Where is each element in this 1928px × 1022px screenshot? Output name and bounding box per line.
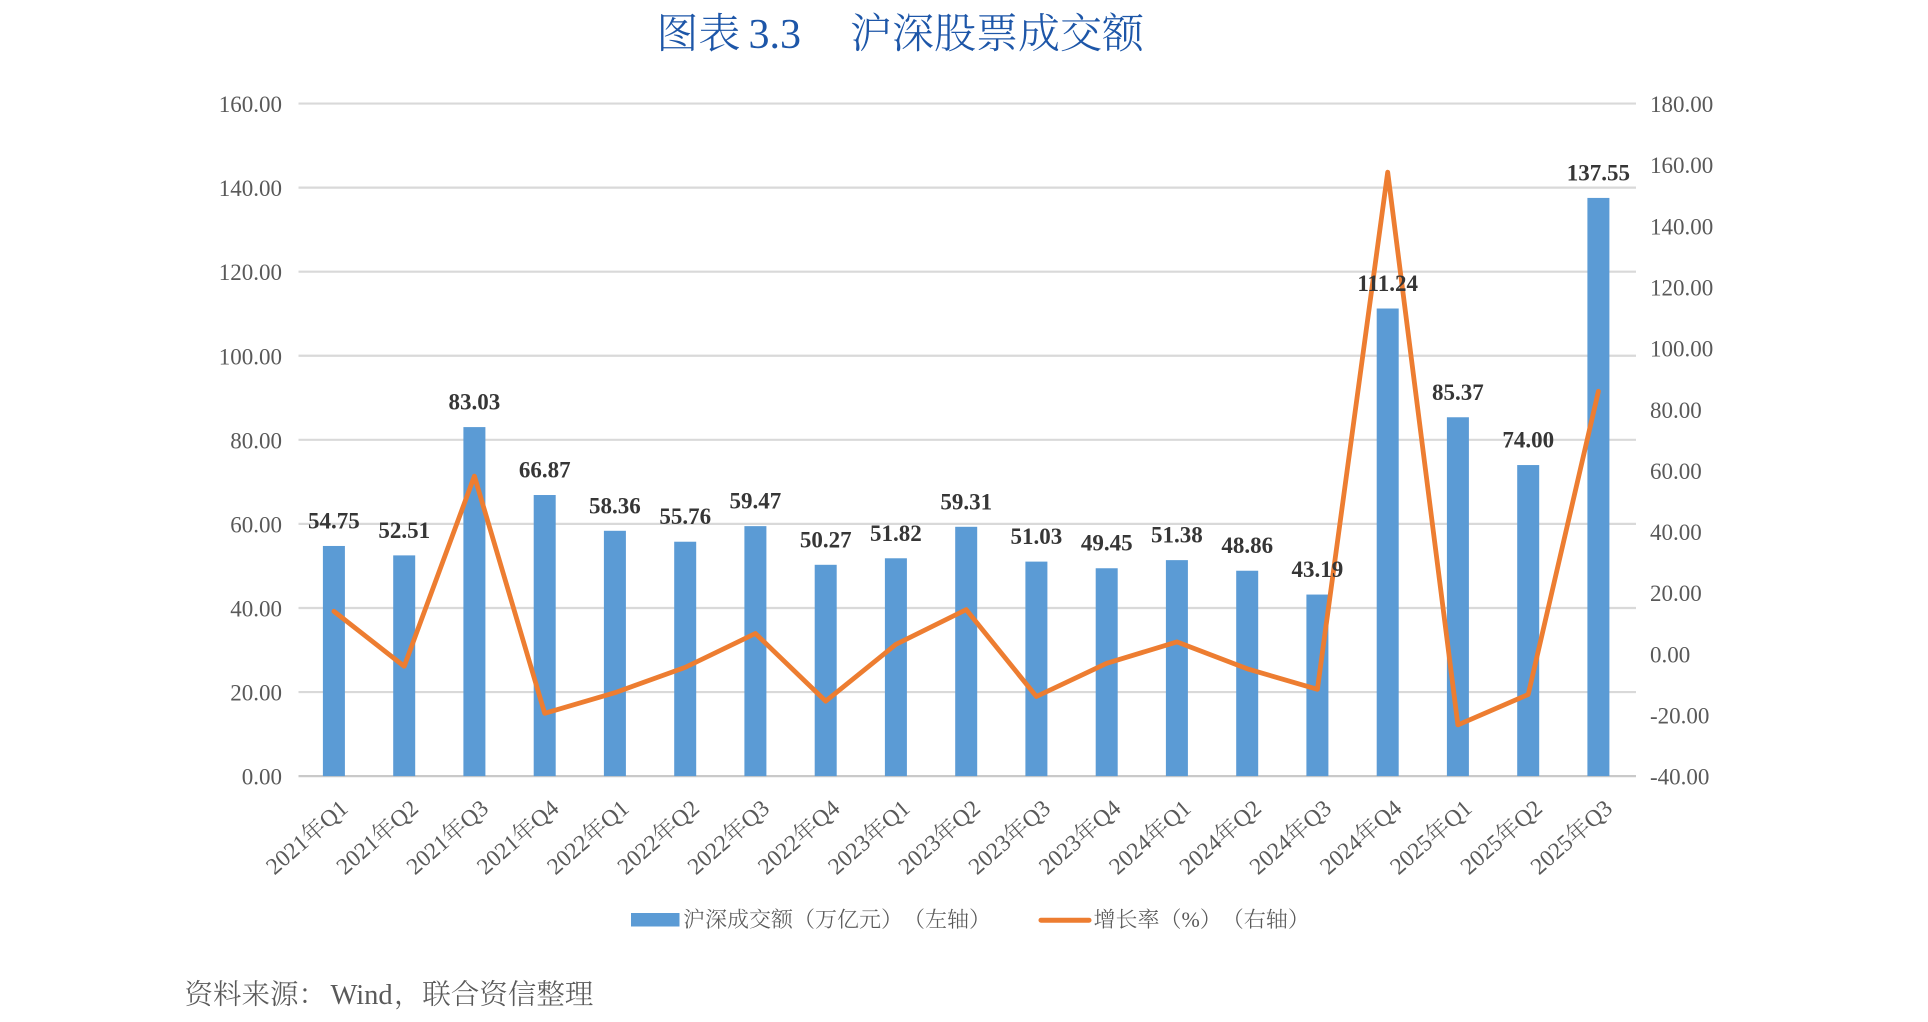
svg-text:100.00: 100.00 bbox=[1650, 337, 1713, 362]
svg-text:120.00: 120.00 bbox=[219, 260, 282, 285]
svg-text:160.00: 160.00 bbox=[1650, 153, 1713, 178]
svg-text:59.47: 59.47 bbox=[730, 489, 782, 514]
svg-text:40.00: 40.00 bbox=[1650, 520, 1702, 545]
svg-text:-20.00: -20.00 bbox=[1650, 704, 1709, 729]
svg-text:59.31: 59.31 bbox=[940, 489, 992, 514]
svg-text:50.27: 50.27 bbox=[800, 527, 852, 552]
svg-text:52.51: 52.51 bbox=[378, 518, 430, 543]
svg-text:85.37: 85.37 bbox=[1432, 380, 1484, 405]
svg-text:-40.00: -40.00 bbox=[1650, 765, 1709, 790]
svg-text:140.00: 140.00 bbox=[219, 176, 282, 201]
svg-text:20.00: 20.00 bbox=[230, 681, 282, 706]
svg-text:80.00: 80.00 bbox=[230, 428, 282, 453]
svg-text:43.19: 43.19 bbox=[1292, 557, 1344, 582]
svg-text:140.00: 140.00 bbox=[1650, 214, 1713, 239]
svg-text:111.24: 111.24 bbox=[1357, 271, 1418, 296]
svg-text:160.00: 160.00 bbox=[219, 92, 282, 117]
svg-text:Wind: Wind bbox=[331, 980, 393, 1011]
svg-text:80.00: 80.00 bbox=[1650, 398, 1702, 423]
svg-text:51.38: 51.38 bbox=[1151, 523, 1203, 548]
svg-text:60.00: 60.00 bbox=[230, 512, 282, 537]
svg-text:100.00: 100.00 bbox=[219, 344, 282, 369]
svg-text:120.00: 120.00 bbox=[1650, 276, 1713, 301]
svg-text:180.00: 180.00 bbox=[1650, 92, 1713, 117]
svg-text:66.87: 66.87 bbox=[519, 458, 571, 483]
svg-text:54.75: 54.75 bbox=[308, 509, 360, 534]
svg-text:137.55: 137.55 bbox=[1567, 160, 1630, 185]
svg-text:60.00: 60.00 bbox=[1650, 459, 1702, 484]
svg-text:83.03: 83.03 bbox=[449, 390, 501, 415]
svg-text:49.45: 49.45 bbox=[1081, 531, 1133, 556]
svg-text:55.76: 55.76 bbox=[659, 504, 711, 529]
svg-text:40.00: 40.00 bbox=[230, 597, 282, 622]
svg-text:0.00: 0.00 bbox=[1650, 642, 1690, 667]
svg-text:3.3: 3.3 bbox=[749, 12, 802, 58]
svg-text:48.86: 48.86 bbox=[1221, 533, 1273, 558]
svg-text:%: % bbox=[1182, 907, 1200, 932]
svg-text:58.36: 58.36 bbox=[589, 493, 641, 518]
svg-text:0.00: 0.00 bbox=[242, 765, 282, 790]
svg-text:20.00: 20.00 bbox=[1650, 581, 1702, 606]
svg-text:74.00: 74.00 bbox=[1502, 428, 1554, 453]
svg-text:51.82: 51.82 bbox=[870, 521, 922, 546]
svg-text:51.03: 51.03 bbox=[1011, 524, 1063, 549]
